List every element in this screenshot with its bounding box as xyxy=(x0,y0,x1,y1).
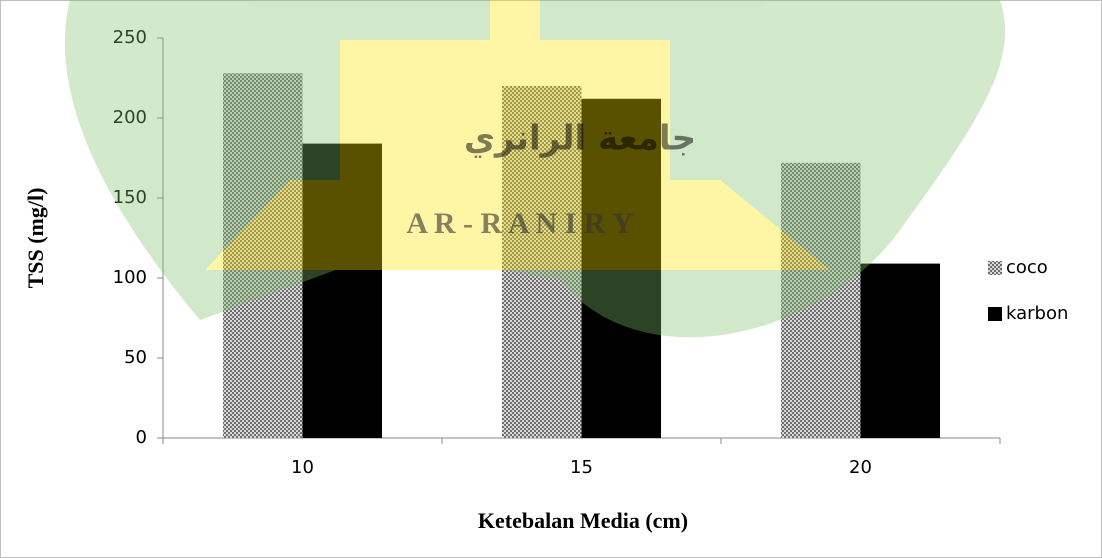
x-tick-label: 10 xyxy=(291,457,314,478)
bar xyxy=(780,162,861,439)
watermark-shape xyxy=(340,40,670,180)
bar xyxy=(222,73,303,438)
y-tick-label: 50 xyxy=(124,347,147,368)
plot: 0 50 100 150 200 250 10 15 20 coco karbon xyxy=(113,27,1069,478)
watermark-shape xyxy=(64,0,1006,338)
legend-label: karbon xyxy=(1006,303,1068,324)
watermark-shape xyxy=(490,0,540,40)
x-tick-label: 15 xyxy=(570,457,593,478)
legend-label: coco xyxy=(1006,257,1048,278)
y-tick-label: 100 xyxy=(113,267,147,288)
y-axis-title: TSS (mg/l) xyxy=(23,188,48,289)
bar xyxy=(860,263,941,438)
y-tick-label: 200 xyxy=(113,107,147,128)
legend-swatch xyxy=(988,307,1002,321)
y-tick-label: 0 xyxy=(136,427,147,448)
watermark-text: A R - R A N I R Y xyxy=(406,207,634,240)
bar xyxy=(501,86,582,438)
y-tick-label: 250 xyxy=(113,27,147,48)
watermark-arabic: جامعة الرانري xyxy=(464,119,696,159)
bar xyxy=(581,98,662,439)
watermark-shape xyxy=(205,180,830,270)
x-tick-label: 20 xyxy=(849,457,872,478)
y-tick-label: 150 xyxy=(113,187,147,208)
legend-swatch xyxy=(988,261,1002,275)
watermark xyxy=(64,0,1006,338)
x-axis-title: Ketebalan Media (cm) xyxy=(478,508,688,533)
bar xyxy=(302,143,383,438)
